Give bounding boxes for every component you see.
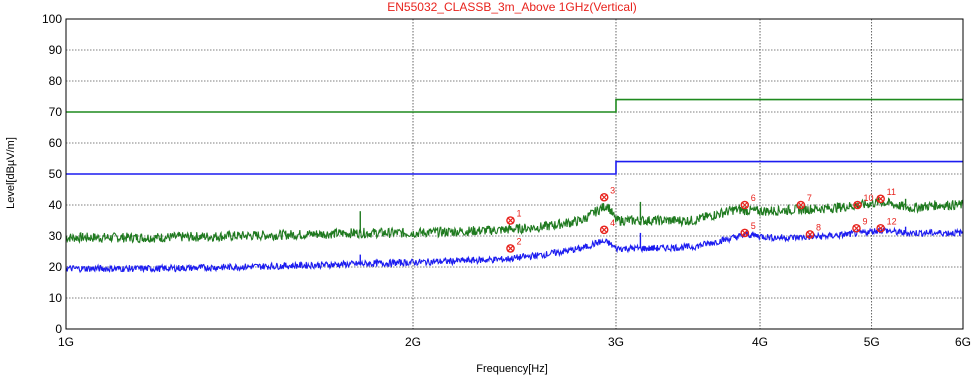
marker-cross: [741, 229, 749, 237]
x-tick-label: 4G: [752, 335, 768, 349]
marker-circle: [599, 225, 609, 235]
measurement-marker: 12: [876, 216, 897, 233]
x-axis-label: Frequency[Hz]: [476, 363, 548, 375]
x-tick-label: 1G: [58, 335, 74, 349]
marker-label: 11: [887, 187, 896, 197]
marker-circle: [876, 223, 885, 233]
marker-label: 4: [610, 218, 615, 228]
marker-label: 3: [610, 185, 615, 195]
marker-circle: [740, 228, 750, 238]
measurement-marker: 1: [506, 209, 522, 225]
marker-label: 7: [807, 193, 812, 203]
y-tick-label: 0: [55, 322, 62, 336]
marker-label: 9: [862, 216, 867, 226]
limit-line: [66, 160, 963, 175]
marker-circle: [740, 200, 750, 210]
chart-title: EN55032_CLASSB_3m_Above 1GHz(Vertical): [387, 0, 636, 14]
y-tick-label: 40: [49, 198, 63, 212]
series-trace: [65, 197, 964, 245]
marker-cross: [806, 231, 814, 238]
y-tick-label: 60: [49, 136, 63, 150]
marker-cross: [507, 217, 514, 224]
marker-cross: [877, 195, 885, 203]
limit-lines: [66, 98, 963, 175]
marker-label: 12: [887, 216, 897, 226]
y-tick-label: 100: [42, 12, 62, 26]
plot-frame: [65, 18, 964, 330]
marker-label: 6: [751, 193, 756, 203]
y-tick-labels: 0 10 20 30 40 50 60 70 80 90 100: [42, 12, 62, 336]
marker-circle: [796, 200, 806, 210]
marker-label: 8: [816, 222, 821, 232]
marker-circle: [853, 200, 862, 210]
y-tick-label: 70: [49, 105, 63, 119]
marker-circle: [852, 223, 861, 233]
measurement-marker: 2: [506, 236, 522, 253]
limit-line: [66, 98, 963, 113]
marker-circle: [506, 244, 515, 253]
measurement-marker: 9: [852, 216, 867, 233]
y-tick-label: 20: [49, 260, 63, 274]
measurement-marker: 4: [599, 218, 615, 235]
marker-cross: [600, 193, 608, 201]
marker-label: 1: [517, 209, 522, 219]
y-tick-label: 30: [49, 229, 63, 243]
x-tick-labels: 1G 2G 3G 4G 5G 6G: [58, 335, 971, 349]
x-tick-label: 5G: [864, 335, 880, 349]
y-tick-label: 90: [49, 43, 63, 57]
marker-circle: [876, 194, 885, 204]
marker-cross: [853, 224, 860, 232]
y-tick-label: 80: [49, 74, 63, 88]
measurement-marker: 7: [796, 193, 812, 210]
marker-cross: [600, 226, 608, 234]
marker-circle: [805, 230, 815, 239]
marker-cross: [854, 201, 861, 209]
marker-circle: [599, 192, 609, 202]
marker-label: 5: [751, 221, 756, 231]
measurement-marker: 11: [876, 187, 896, 204]
marker-cross: [797, 201, 805, 209]
marker-cross: [507, 244, 514, 252]
y-tick-label: 10: [49, 291, 63, 305]
marker-circle: [506, 216, 515, 225]
x-tick-label: 2G: [405, 335, 421, 349]
marker-label: 2: [517, 236, 522, 246]
series-lines: [65, 197, 964, 274]
x-tick-label: 6G: [955, 335, 971, 349]
marker-cross: [877, 224, 885, 232]
measurement-marker: 10: [853, 193, 874, 210]
measurement-marker: 6: [740, 193, 756, 210]
measurement-marker: 5: [740, 221, 756, 238]
marker-label: 10: [864, 193, 874, 203]
x-tick-label: 3G: [608, 335, 624, 349]
y-tick-label: 50: [49, 167, 63, 181]
y-axis-label: Level[dBµV/m]: [5, 137, 17, 209]
measurement-marker: 3: [599, 185, 615, 202]
marker-cross: [741, 201, 749, 209]
measurement-marker: 8: [805, 222, 821, 239]
